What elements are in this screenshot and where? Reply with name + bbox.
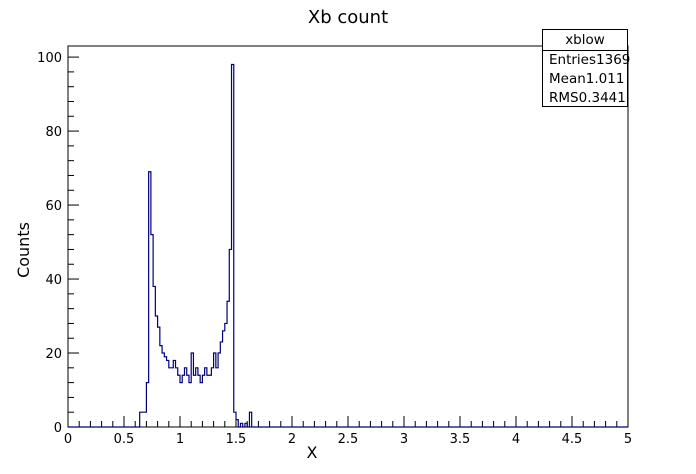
x-tick-label: 0 — [64, 432, 72, 447]
x-tick-label: 4.5 — [562, 432, 583, 447]
chart-title: Xb count — [308, 7, 388, 28]
y-axis: 0 20 40 60 80 100 — [37, 51, 79, 436]
y-tick-label: 0 — [54, 421, 62, 436]
stats-row-mean: Mean 1.011 — [543, 70, 627, 89]
stats-value: 1369 — [596, 52, 631, 68]
x-axis-label: X — [307, 443, 318, 462]
stats-label: Mean — [549, 71, 586, 87]
x-axis: 0 0.5 1 1.5 2 2.5 3 3.5 4 4.5 5 — [64, 416, 632, 447]
x-tick-label: 3.5 — [450, 432, 471, 447]
stats-box: xblow Entries 1369 Mean 1.011 RMS 0.3441 — [542, 29, 631, 108]
stats-value: 1.011 — [585, 71, 625, 87]
x-tick-label: 0.5 — [114, 432, 135, 447]
x-tick-label: 4 — [512, 432, 520, 447]
stats-value: 0.3441 — [578, 90, 626, 106]
stats-label: RMS — [549, 90, 579, 106]
y-tick-label: 20 — [45, 347, 62, 362]
stats-title: xblow — [543, 30, 627, 51]
y-tick-label: 40 — [45, 273, 62, 288]
x-tick-label: 2.5 — [338, 432, 359, 447]
stats-label: Entries — [549, 52, 597, 68]
x-tick-label: 3 — [400, 432, 408, 447]
y-tick-label: 80 — [45, 125, 62, 140]
x-tick-label: 1.5 — [226, 432, 247, 447]
stats-row-entries: Entries 1369 — [543, 51, 631, 70]
y-axis-label: Counts — [14, 222, 33, 278]
y-tick-label: 100 — [37, 51, 62, 66]
x-tick-label: 2 — [288, 432, 296, 447]
stats-row-rms: RMS 0.3441 — [543, 89, 627, 108]
y-tick-label: 60 — [45, 199, 62, 214]
x-tick-label: 1 — [176, 432, 184, 447]
x-tick-label: 5 — [624, 432, 632, 447]
histogram-line — [68, 63, 628, 428]
